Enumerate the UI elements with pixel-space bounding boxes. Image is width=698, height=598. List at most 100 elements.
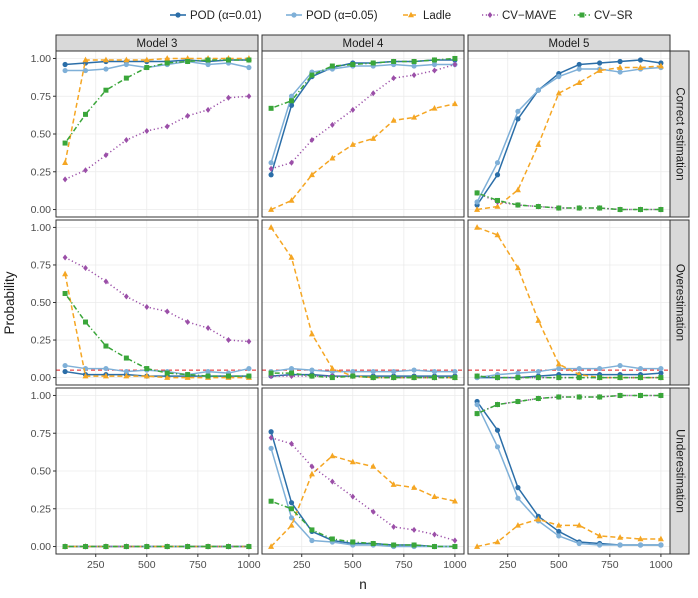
x-tick-label: 500	[550, 559, 568, 571]
x-axis-title: n	[359, 577, 367, 592]
data-point	[205, 373, 211, 379]
data-point	[349, 458, 356, 465]
series-line	[477, 375, 661, 379]
data-point	[556, 533, 562, 539]
series-line	[270, 103, 456, 211]
y-tick-label: 0.75	[31, 428, 52, 440]
data-point	[411, 542, 417, 548]
data-point	[83, 264, 88, 271]
data-point	[350, 62, 356, 68]
data-point	[268, 434, 274, 441]
data-point	[432, 531, 437, 538]
y-tick-label: 0.75	[31, 260, 52, 272]
data-point	[576, 61, 582, 68]
data-point	[144, 127, 150, 134]
data-point	[62, 176, 68, 183]
y-tick-label: 0.50	[31, 129, 52, 141]
data-point	[637, 535, 644, 542]
data-point	[431, 493, 438, 499]
legend-key-marker	[175, 12, 181, 18]
series-line	[65, 59, 249, 66]
data-point	[658, 365, 664, 372]
series-pod-0-05	[474, 401, 664, 548]
strip-model-5: Model 5	[467, 34, 671, 52]
data-point	[83, 319, 89, 325]
data-point	[62, 254, 68, 261]
data-point	[62, 159, 69, 166]
data-point	[62, 140, 68, 146]
data-point	[658, 375, 664, 381]
panel-underestimation-model-5	[467, 387, 671, 555]
data-point	[576, 375, 582, 381]
data-point	[62, 368, 68, 375]
y-axis-title: Probability	[2, 271, 17, 334]
facet-panels	[55, 50, 671, 555]
panel-overestimation-model-3	[55, 219, 259, 386]
data-point	[123, 293, 129, 300]
data-point	[617, 542, 623, 548]
data-point	[391, 75, 397, 82]
data-point	[597, 394, 603, 400]
data-point	[288, 254, 295, 260]
series-line	[64, 59, 249, 144]
data-point	[288, 93, 295, 99]
series-line	[270, 57, 455, 110]
data-point	[617, 207, 623, 213]
data-point	[370, 90, 376, 97]
data-point	[576, 540, 582, 547]
data-point	[370, 135, 377, 141]
data-point	[390, 481, 397, 487]
data-point	[556, 528, 562, 535]
series-line	[476, 404, 661, 546]
x-tick-label: 250	[499, 559, 517, 571]
data-point	[123, 137, 129, 144]
series-ladle	[474, 516, 664, 549]
data-point	[309, 367, 315, 373]
data-point	[370, 375, 376, 381]
y-tick-label: 0.00	[31, 372, 52, 384]
data-point	[268, 105, 274, 111]
data-point	[123, 61, 129, 68]
data-point	[103, 152, 109, 159]
data-point	[288, 365, 295, 372]
data-point	[268, 543, 275, 549]
data-point	[515, 399, 521, 405]
data-point	[82, 67, 89, 74]
data-point	[411, 63, 417, 69]
data-point	[411, 114, 418, 120]
data-point	[555, 360, 562, 367]
series-line	[65, 60, 250, 72]
data-point	[329, 121, 335, 128]
data-point	[576, 365, 582, 372]
y-tick-label: 1.00	[31, 222, 52, 234]
strip-model-4: Model 4	[261, 34, 465, 52]
data-point	[144, 366, 150, 372]
series-cv-mave	[62, 254, 252, 345]
axes: 0.00 0.25 0.50 0.75 1.00 0.00 0.25 0.50 0.75 1.00…	[31, 53, 673, 571]
series-line	[64, 364, 250, 376]
data-point	[515, 116, 521, 122]
data-point	[205, 368, 211, 375]
legend-key-marker	[579, 12, 585, 18]
series-line	[64, 273, 249, 379]
series-cv-sr	[268, 498, 458, 550]
data-point	[495, 197, 501, 203]
data-point	[617, 362, 623, 369]
data-point	[246, 338, 252, 345]
data-point	[370, 463, 377, 469]
series-line	[476, 518, 661, 548]
data-point	[123, 75, 129, 81]
data-point	[514, 264, 521, 271]
data-point	[411, 375, 417, 381]
panel-border	[261, 387, 465, 555]
data-point	[576, 394, 582, 400]
data-point	[164, 370, 170, 376]
data-point	[391, 542, 397, 548]
data-point	[268, 172, 274, 178]
strip-correct-estimation: Correct estimation	[669, 50, 690, 218]
x-tick-label: 750	[601, 559, 619, 571]
data-point	[62, 67, 68, 74]
series-cv-sr	[474, 392, 664, 417]
data-point	[308, 470, 315, 477]
